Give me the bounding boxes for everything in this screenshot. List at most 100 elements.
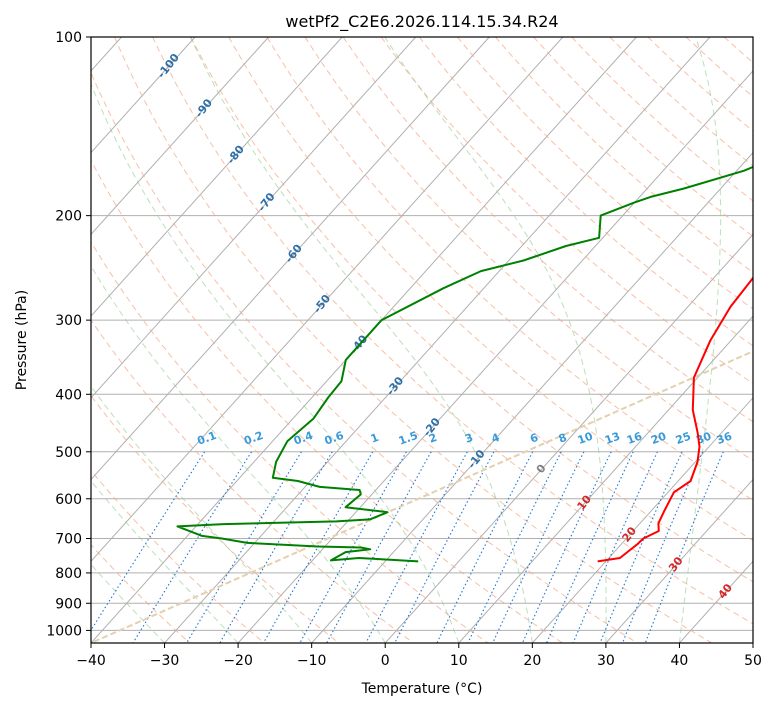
- y-tick-label: 500: [55, 445, 82, 461]
- mixing-ratio-line: [365, 451, 468, 643]
- x-tick-label: 30: [597, 653, 615, 669]
- dry-adiabat: [114, 37, 713, 643]
- dry-adiabat: [380, 37, 753, 385]
- moist-adiabat: [91, 480, 239, 643]
- moist-adiabat: [91, 83, 460, 643]
- y-tick-label: 600: [55, 492, 82, 508]
- isotherm-line: [384, 233, 753, 643]
- mixing-ratio-line: [299, 451, 407, 643]
- mixing-ratio-line: [91, 451, 206, 631]
- x-tick-label: 20: [523, 653, 541, 669]
- dry-adiabat: [91, 319, 414, 643]
- moist-adiabat: [91, 265, 386, 643]
- mixing-ratio-line: [326, 451, 432, 643]
- dry-adiabat: [228, 37, 753, 542]
- mixing-ratio-label: 1: [369, 431, 381, 446]
- mixing-ratio-label: 13: [603, 430, 622, 447]
- mixing-ratio-line: [546, 451, 634, 643]
- x-tick-label: −40: [76, 653, 106, 669]
- y-tick-label: 100: [55, 30, 82, 46]
- y-axis-label: Pressure (hPa): [14, 290, 30, 390]
- dry-adiabat: [152, 37, 753, 625]
- dry-adiabat: [266, 37, 753, 501]
- moist-adiabat: [678, 37, 722, 643]
- reference-curve: [91, 350, 753, 643]
- mixing-ratio-label: 0.6: [323, 429, 346, 448]
- plot-area: [91, 37, 753, 643]
- x-tick-label: 50: [744, 653, 762, 669]
- isotherm-line: [752, 642, 753, 643]
- moist-adiabat: [91, 385, 313, 643]
- isotherm-line: [237, 70, 753, 643]
- dry-adiabat: [91, 240, 489, 643]
- mixing-ratio-line: [219, 451, 333, 643]
- dewpoint-profile-line: [176, 165, 753, 563]
- dry-adiabat: [190, 37, 753, 583]
- mixing-ratio-label: 25: [674, 430, 693, 447]
- mixing-ratio-line: [132, 451, 252, 643]
- mixing-ratio-label: 0.1: [196, 429, 219, 448]
- isotherm-line: [91, 37, 490, 481]
- mixing-ratio-label: 4: [490, 431, 502, 446]
- x-axis: −40 −30 −20 −10 0 10 20 30 40 50: [76, 643, 762, 669]
- isotherm-line: [531, 397, 753, 643]
- isotherm-line: [91, 37, 269, 236]
- y-axis: 100 200 300 400 500 600 700 800 900 1000: [46, 30, 91, 639]
- temperature-profile-line: [597, 276, 753, 563]
- dry-adiabat: [91, 395, 340, 643]
- chart-title: wetPf2_C2E6.2026.114.15.34.R24: [285, 12, 558, 32]
- x-tick-label: −30: [150, 653, 180, 669]
- mixing-ratio-line: [492, 451, 585, 643]
- y-tick-label: 700: [55, 532, 82, 548]
- mixing-ratio-label: 2: [427, 431, 439, 446]
- isotherm-line: [91, 37, 417, 399]
- mixing-ratio-label: 6: [528, 431, 540, 446]
- dry-adiabat: [91, 71, 638, 643]
- mixing-ratio-line: [263, 451, 374, 643]
- mixing-ratio-line: [394, 451, 495, 643]
- dry-adiabat: [304, 37, 753, 462]
- y-tick-label: 200: [55, 209, 82, 225]
- background-lines: [91, 37, 753, 643]
- y-tick-label: 400: [55, 387, 82, 403]
- dry-adiabat: [533, 37, 753, 237]
- x-tick-label: −10: [297, 653, 327, 669]
- mixing-ratio-label: 10: [576, 429, 595, 447]
- mixing-ratio-label: 1.5: [397, 429, 420, 448]
- mixing-ratio-line: [644, 451, 724, 643]
- y-tick-label: 300: [55, 313, 82, 329]
- y-tick-label: 1000: [46, 623, 82, 639]
- isotherm-line: [164, 37, 711, 643]
- isotherm-line: [91, 37, 196, 154]
- y-tick-label: 800: [55, 566, 82, 582]
- mixing-ratio-label: 3: [463, 431, 475, 446]
- x-axis-label: Temperature (°C): [361, 681, 483, 697]
- mixing-ratio-labels: 0.1 0.2 0.4 0.6 1 1.5 2 3 4 6 8 10 13 16 20 25 30 36: [196, 429, 735, 448]
- isotherm-line: [91, 37, 564, 563]
- mixing-ratio-label: 36: [715, 429, 734, 447]
- mixing-ratio-line: [186, 451, 302, 643]
- profile-series: [176, 165, 753, 563]
- dry-adiabat: [418, 37, 753, 347]
- moist-adiabat: [384, 37, 607, 643]
- dry-adiabat: [342, 37, 753, 423]
- mixing-ratio-label: 0.2: [242, 429, 265, 448]
- mixing-ratio-line: [622, 451, 704, 643]
- mixing-ratio-line: [467, 451, 562, 643]
- x-tick-label: 40: [671, 653, 689, 669]
- isotherm-line: [91, 37, 343, 317]
- x-tick-label: 10: [450, 653, 468, 669]
- mixing-ratio-label: 16: [625, 429, 644, 447]
- y-tick-label: 900: [55, 596, 82, 612]
- mixing-ratio-line: [599, 451, 683, 643]
- mixing-ratio-label: 8: [557, 431, 569, 446]
- dry-adiabat: [91, 159, 563, 643]
- isotherm-line: [458, 315, 753, 643]
- x-tick-label: 0: [381, 653, 390, 669]
- plot-frame: [90, 36, 754, 644]
- isotherm-line: [605, 478, 753, 643]
- mixing-ratio-label: 20: [649, 429, 668, 447]
- x-tick-label: −20: [223, 653, 253, 669]
- moist-adiabat: [189, 37, 533, 643]
